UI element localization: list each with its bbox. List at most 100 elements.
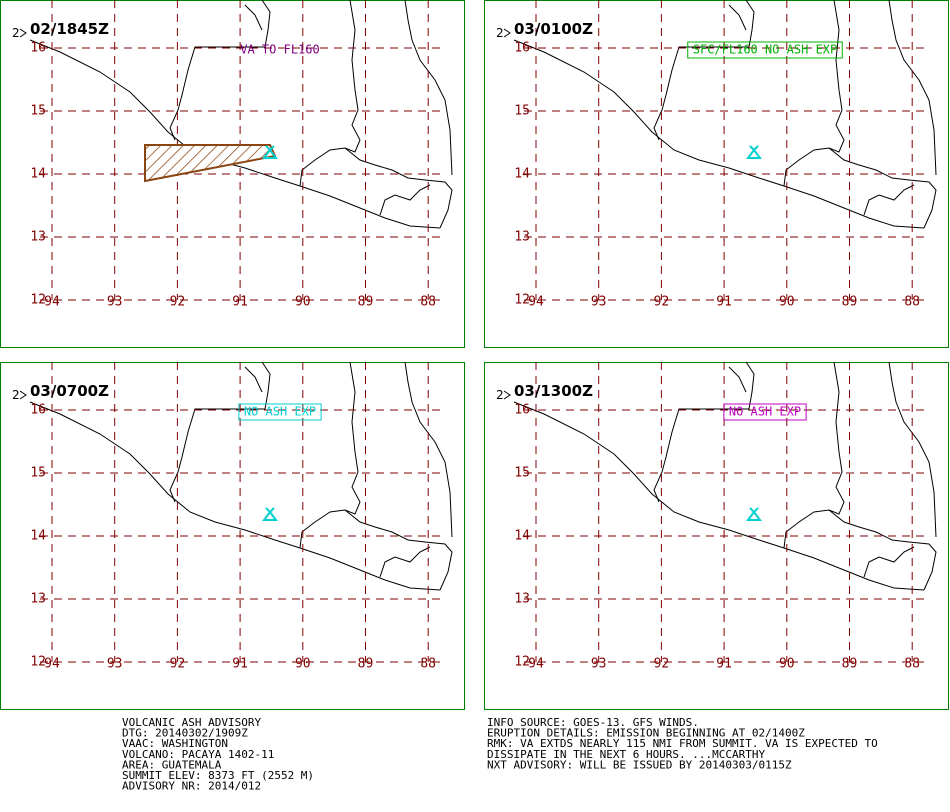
border [404,0,453,176]
annotation: SFC/FL160 NO ASH EXP [693,43,838,57]
panel-frame [484,0,949,348]
lon-label: 94 [44,657,60,672]
lat-label: 12 [30,293,46,308]
border [404,361,453,538]
coastline [513,401,925,591]
border [244,4,263,31]
map-panel: 94 93 92 91 90 89 88 16 15 14 13 12 2 03/0700Z NO ASH … [0,361,465,710]
volcano [262,145,278,159]
lat-label: 13 [514,592,530,607]
border [299,361,361,549]
border [344,147,453,229]
lat-label: 14 [514,167,530,182]
lon-label: 94 [44,295,60,310]
lon-label: 88 [904,295,920,310]
lat-label: 15 [514,104,530,119]
advisory-line: ERUPTION DETAILS: EMISSION BEGINNING AT … [487,727,805,740]
map-panel: 94 93 92 91 90 89 88 16 15 14 13 12 2 02/1845Z VA TO F… [0,0,465,348]
advisory-line: DTG: 20140302/1909Z [122,727,248,740]
panel-frame [484,362,949,710]
corner-arrow [19,28,27,38]
valid-time: 03/0100Z [514,20,593,38]
lon-label: 90 [779,295,795,310]
advisory-line: AREA: GUATEMALA [122,758,222,771]
corner-mark: 2 [12,26,20,40]
lon-label: 88 [420,657,436,672]
lat-label: 15 [30,104,46,119]
lat-label: 16 [514,403,530,418]
annotation: NO ASH EXP [729,405,801,419]
lon-label: 89 [358,295,374,310]
lat-label: 16 [30,403,46,418]
corner-arrow [503,390,511,400]
corner-mark: 2 [496,26,504,40]
lon-label: 92 [170,295,186,310]
advisory-line: VAAC: WASHINGTON [122,737,228,750]
border [863,184,915,216]
lon-label: 94 [528,657,544,672]
panel-frame [0,362,465,710]
border [863,546,915,578]
lat-label: 13 [30,592,46,607]
lon-label: 90 [295,295,311,310]
lat-label: 12 [514,293,530,308]
advisory-line: SUMMIT ELEV: 8373 FT (2552 M) [122,769,314,782]
border [888,0,937,176]
border [828,509,937,591]
lon-label: 91 [716,657,732,672]
advisory-line: VOLCANIC ASH ADVISORY [122,716,261,729]
lat-label: 16 [514,41,530,56]
lon-label: 90 [779,657,795,672]
border [888,361,937,538]
valid-time: 03/0700Z [30,382,109,400]
advisory-line: DISSIPATE IN THE NEXT 6 HOURS. ...MCCART… [487,748,766,761]
lat-label: 14 [30,529,46,544]
lat-label: 15 [514,466,530,481]
volcano [262,507,278,521]
border [828,147,937,229]
valid-time: 03/1300Z [514,382,593,400]
ash-area [144,144,277,183]
border [244,366,263,393]
lon-label: 93 [591,657,607,672]
lon-label: 93 [591,295,607,310]
border [344,509,453,591]
lon-label: 89 [842,295,858,310]
advisory-line: VOLCANO: PACAYA 1402-11 [122,748,274,761]
border [379,184,431,216]
lon-label: 91 [232,657,248,672]
lon-label: 92 [654,657,670,672]
border [783,0,845,187]
corner-mark: 2 [496,388,504,402]
panel-frame [0,0,465,348]
coastline [513,39,925,229]
lon-label: 92 [654,295,670,310]
corner-arrow [19,390,27,400]
annotation-box [238,403,322,421]
lat-label: 12 [30,655,46,670]
annotation: NO ASH EXP [244,405,316,419]
lon-label: 92 [170,657,186,672]
border [653,361,755,503]
annotation-box [723,403,807,421]
lat-label: 16 [30,41,46,56]
border [379,546,431,578]
corner-arrow [503,28,511,38]
border [728,366,747,393]
annotation-box [687,41,843,59]
lon-label: 89 [842,657,858,672]
lat-label: 14 [30,167,46,182]
lon-label: 94 [528,295,544,310]
lat-label: 13 [514,230,530,245]
volcano [746,507,762,521]
map-panel: 94 93 92 91 90 89 88 16 15 14 13 12 2 03/0100Z SFC/FL1… [484,0,949,348]
lon-label: 91 [232,295,248,310]
border [728,4,747,31]
lon-label: 90 [295,657,311,672]
advisory-line: ADVISORY NR: 2014/012 [122,780,261,793]
lon-label: 88 [420,295,436,310]
lon-label: 88 [904,657,920,672]
advisory-line: RMK: VA EXTDS NEARLY 115 NMI FROM SUMMIT… [487,737,878,750]
annotation: VA TO FL160 [240,43,319,57]
